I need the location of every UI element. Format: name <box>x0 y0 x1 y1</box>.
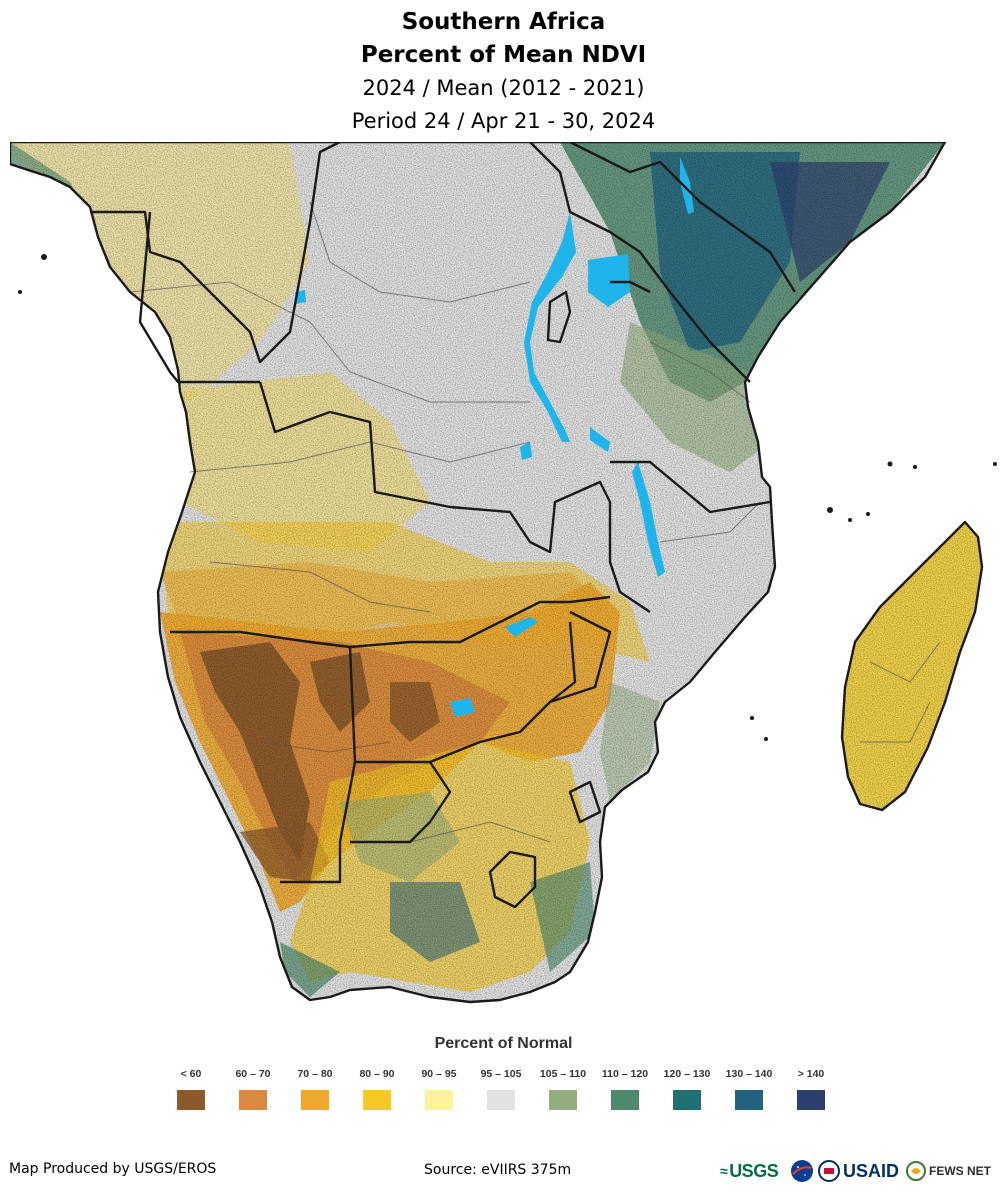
legend-item-label: < 60 <box>180 1068 202 1080</box>
legend-item-label: 90 – 95 <box>421 1068 457 1080</box>
legend-item-swatch <box>735 1090 763 1110</box>
agency-logos: ≈ USGS USAID FEWS NET <box>720 1156 1002 1186</box>
legend-item: 105 – 110 <box>532 1068 594 1110</box>
nasa-meatball-icon <box>791 1160 813 1182</box>
legend-item: 95 – 105 <box>470 1068 532 1110</box>
legend-item-label: 120 – 130 <box>663 1068 711 1080</box>
okavango <box>450 698 475 717</box>
usgs-wave-icon: ≈ <box>720 1163 728 1179</box>
legend-item-label: 80 – 90 <box>359 1068 395 1080</box>
legend: < 60 60 – 70 70 – 80 80 – 90 90 – 95 95 – 105… <box>160 1068 850 1118</box>
lake-tanganyika <box>524 212 576 442</box>
legend-item: 80 – 90 <box>346 1068 408 1110</box>
water-bodies <box>295 157 694 717</box>
legend-item-swatch <box>363 1090 391 1110</box>
legend-item: 110 – 120 <box>594 1068 656 1110</box>
admin-boundaries <box>129 201 941 843</box>
legend-item-label: 70 – 80 <box>297 1068 333 1080</box>
legend-item-swatch <box>673 1090 701 1110</box>
ndvi-map <box>10 142 997 1004</box>
legend-item: 130 – 140 <box>718 1068 780 1110</box>
islands <box>18 254 997 741</box>
legend-title: Percent of Normal <box>434 1035 573 1052</box>
legend-item-label: 130 – 140 <box>725 1068 773 1080</box>
lake-turkana <box>680 157 694 214</box>
lake-victoria <box>588 254 630 307</box>
legend-item: > 140 <box>780 1068 842 1110</box>
usaid-logo: USAID <box>818 1156 899 1186</box>
legend-item-swatch <box>797 1090 825 1110</box>
usgs-logo-text: USGS <box>729 1160 779 1181</box>
map-title-region: Southern Africa <box>401 9 606 35</box>
legend-item-swatch <box>301 1090 329 1110</box>
producer-credit: Map Produced by USGS/EROS <box>9 1161 217 1177</box>
map-subtitle-period: Period 24 / Apr 21 - 30, 2024 <box>351 109 656 133</box>
usaid-logo-text: USAID <box>843 1160 900 1181</box>
legend-item: < 60 <box>160 1068 222 1110</box>
map-title-product: Percent of Mean NDVI <box>360 42 647 68</box>
legend-item-label: 105 – 110 <box>539 1068 587 1080</box>
legend-item-swatch <box>487 1090 515 1110</box>
legend-item-swatch <box>611 1090 639 1110</box>
legend-item-label: 95 – 105 <box>480 1068 522 1080</box>
data-source: Source: eVIIRS 375m <box>424 1162 572 1178</box>
nasa-logo <box>790 1156 814 1186</box>
usgs-logo: ≈ USGS <box>720 1156 779 1186</box>
legend-item: 90 – 95 <box>408 1068 470 1110</box>
legend-item-swatch <box>549 1090 577 1110</box>
fewsnet-logo: FEWS NET <box>906 1156 991 1186</box>
map-title-block: Southern Africa Percent of Mean NDVI 202… <box>0 6 1007 138</box>
legend-item-label: > 140 <box>797 1068 825 1080</box>
legend-item-label: 110 – 120 <box>601 1068 649 1080</box>
legend-item-swatch <box>177 1090 205 1110</box>
legend-item-swatch <box>425 1090 453 1110</box>
legend-item-label: 60 – 70 <box>235 1068 271 1080</box>
lake-kariba <box>505 617 538 637</box>
country-borders <box>10 142 984 1004</box>
legend-item: 70 – 80 <box>284 1068 346 1110</box>
legend-item: 120 – 130 <box>656 1068 718 1110</box>
map-subtitle-comparison: 2024 / Mean (2012 - 2021) <box>362 76 645 100</box>
legend-item-swatch <box>239 1090 267 1110</box>
lake-malawi <box>632 462 665 577</box>
fewsnet-globe-icon <box>906 1161 926 1181</box>
legend-item: 60 – 70 <box>222 1068 284 1110</box>
usaid-seal-icon <box>818 1160 840 1182</box>
fewsnet-logo-text: FEWS NET <box>929 1164 991 1178</box>
